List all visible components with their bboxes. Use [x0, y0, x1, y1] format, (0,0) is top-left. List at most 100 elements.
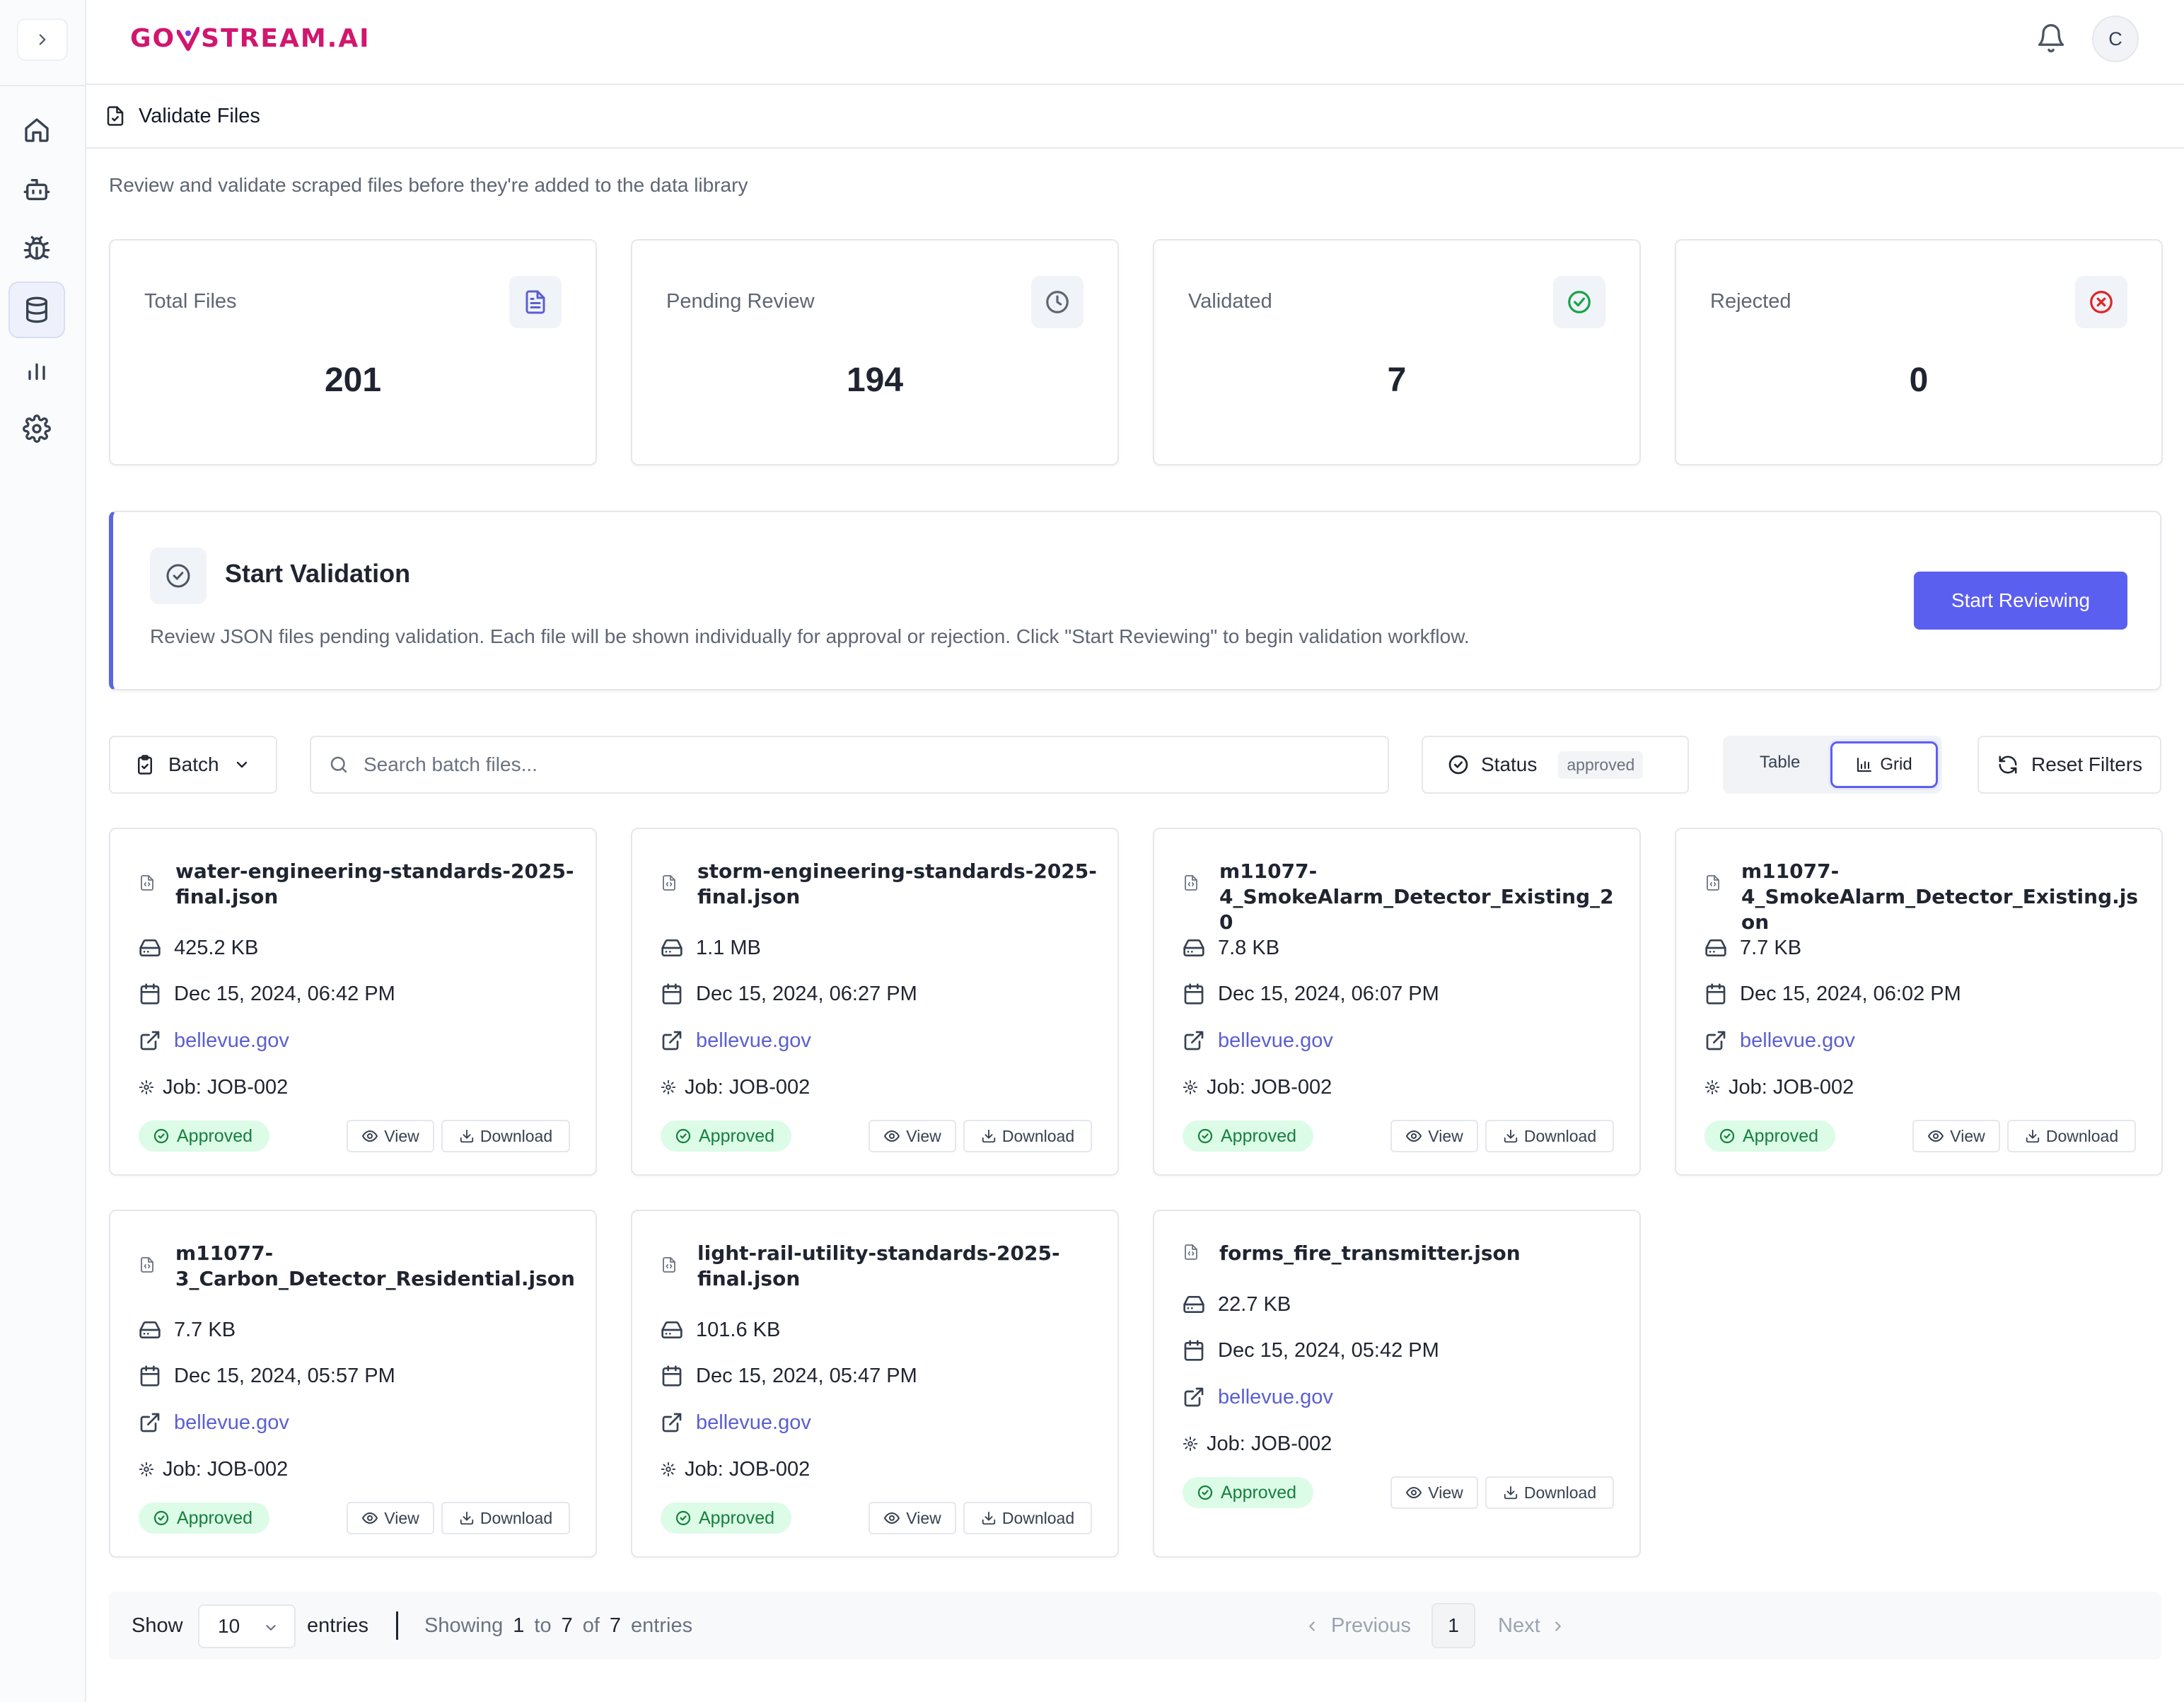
user-avatar[interactable]: C — [2092, 16, 2139, 62]
file-job: Job: JOB-002 — [685, 1075, 811, 1099]
start-reviewing-button[interactable]: Start Reviewing — [1914, 572, 2127, 630]
grid-view-label: Grid — [1880, 755, 1912, 774]
download-button[interactable]: Download — [441, 1120, 570, 1152]
status-badge-label: Approved — [1221, 1125, 1297, 1146]
hard-drive-icon — [1183, 937, 1207, 959]
file-job: Job: JOB-002 — [1207, 1432, 1332, 1455]
download-button[interactable]: Download — [2007, 1120, 2136, 1152]
download-button[interactable]: Download — [963, 1120, 1092, 1152]
file-source-link[interactable]: bellevue.gov — [1740, 1029, 1855, 1052]
file-date-row: Dec 15, 2024, 06:27 PM — [661, 980, 917, 1008]
view-button[interactable]: View — [1390, 1120, 1478, 1152]
file-size-row: 7.8 KB — [1183, 934, 1279, 962]
hard-drive-icon — [1704, 937, 1729, 959]
file-source-link[interactable]: bellevue.gov — [174, 1029, 289, 1052]
start-validation-panel: Start Validation Review JSON files pendi… — [109, 511, 2161, 690]
sidebar-expand-button[interactable] — [17, 18, 68, 61]
page-intro: Review and validate scraped files before… — [109, 174, 748, 196]
previous-page-button[interactable]: Previous — [1304, 1614, 1411, 1638]
view-button[interactable]: View — [1390, 1476, 1478, 1509]
cog-icon — [661, 1461, 678, 1477]
sidebar-item-bots[interactable] — [8, 161, 65, 218]
view-button[interactable]: View — [347, 1120, 434, 1152]
file-card: m11077-4_SmokeAlarm_Detector_Existing_20… — [1153, 828, 1641, 1176]
sidebar-item-analytics[interactable] — [8, 341, 65, 398]
file-json-icon — [139, 873, 156, 893]
file-json-icon — [661, 1255, 678, 1275]
next-page-button[interactable]: Next — [1498, 1614, 1566, 1638]
download-button[interactable]: Download — [963, 1502, 1092, 1534]
file-json-icon — [661, 873, 678, 893]
file-job-row: Job: JOB-002 — [1183, 1073, 1332, 1101]
check-circle-icon — [153, 1510, 170, 1527]
file-name[interactable]: light-rail-utility-standards-2025-final.… — [697, 1241, 1060, 1290]
page-size-show-label: Show — [132, 1614, 183, 1637]
view-button[interactable]: View — [347, 1502, 434, 1534]
download-icon — [981, 1510, 997, 1526]
stat-card-total-files: Total Files 201 — [109, 239, 597, 465]
pagination-bar: Show 10 entries Showing 1 to 7 of 7 entries Pr… — [109, 1592, 2161, 1660]
file-name[interactable]: storm-engineering-standards-2025-final.j… — [697, 859, 1097, 908]
previous-page-label: Previous — [1331, 1614, 1411, 1637]
check-circle-icon — [1719, 1128, 1736, 1145]
view-button[interactable]: View — [869, 1502, 956, 1534]
file-source-link[interactable]: bellevue.gov — [1218, 1385, 1333, 1408]
sidebar-item-debug[interactable] — [8, 221, 65, 277]
status-filter-value: approved — [1558, 751, 1644, 779]
download-button[interactable]: Download — [1485, 1120, 1614, 1152]
cog-icon — [1183, 1079, 1200, 1095]
file-name[interactable]: forms_fire_transmitter.json — [1219, 1241, 1521, 1265]
check-circle-icon — [153, 1128, 170, 1145]
file-card: water-engineering-standards-2025-final.j… — [109, 828, 597, 1176]
status-badge-label: Approved — [1743, 1125, 1819, 1146]
check-circle-icon — [1448, 755, 1468, 775]
file-source-link[interactable]: bellevue.gov — [696, 1411, 811, 1434]
view-button[interactable]: View — [1912, 1120, 2000, 1152]
home-icon — [25, 118, 49, 142]
stat-icon-box — [509, 276, 562, 328]
check-circle-icon — [675, 1128, 692, 1145]
stat-value: 194 — [846, 361, 904, 399]
table-view-button[interactable]: Table — [1760, 753, 1801, 772]
download-button-label: Download — [1523, 1483, 1597, 1502]
eye-icon — [883, 1510, 900, 1527]
file-source-link[interactable]: bellevue.gov — [1218, 1029, 1333, 1052]
file-name[interactable]: water-engineering-standards-2025-final.j… — [175, 859, 574, 908]
sidebar-item-home[interactable] — [8, 102, 65, 158]
status-badge-label: Approved — [699, 1125, 775, 1146]
status-badge: Approved — [1183, 1121, 1314, 1152]
page-size-select[interactable]: 10 — [198, 1604, 296, 1648]
file-source-row: bellevue.gov — [661, 1026, 811, 1055]
status-filter[interactable]: Status approved — [1422, 736, 1689, 794]
pagination-info: Showing 1 to 7 of 7 entries — [424, 1614, 692, 1638]
file-name[interactable]: m11077-4_SmokeAlarm_Detector_Existing.js… — [1741, 859, 2139, 934]
settings-icon — [23, 415, 51, 443]
file-job-row: Job: JOB-002 — [661, 1455, 810, 1483]
download-button[interactable]: Download — [441, 1502, 570, 1534]
file-name-block: m11077-4_SmokeAlarm_Detector_Existing_20 — [1183, 859, 1621, 934]
file-name[interactable]: m11077-3_Carbon_Detector_Residential.jso… — [175, 1241, 575, 1290]
file-name[interactable]: m11077-4_SmokeAlarm_Detector_Existing_20 — [1219, 859, 1614, 934]
notifications-button[interactable] — [2035, 23, 2067, 54]
file-source-row: bellevue.gov — [1183, 1383, 1333, 1411]
reset-filters-button[interactable]: Reset Filters — [1977, 736, 2161, 794]
calendar-icon — [1183, 983, 1207, 1005]
check-circle-icon — [675, 1510, 692, 1527]
sidebar-item-data-library[interactable] — [8, 282, 65, 338]
external-link-icon — [661, 1029, 685, 1052]
search-input[interactable]: Search batch files... — [310, 736, 1389, 794]
page-number-button[interactable]: 1 — [1431, 1603, 1475, 1648]
grid-view-button[interactable]: Grid — [1830, 741, 1938, 788]
pagination-separator — [396, 1611, 398, 1640]
file-source-link[interactable]: bellevue.gov — [174, 1411, 289, 1434]
download-button-label: Download — [1001, 1126, 1075, 1145]
batch-dropdown[interactable]: Batch — [109, 736, 277, 794]
govstream-logo[interactable]: GO STREAM.AI — [130, 21, 371, 57]
view-button-label: View — [1950, 1126, 1985, 1145]
download-button[interactable]: Download — [1485, 1476, 1614, 1509]
sidebar-item-settings[interactable] — [8, 400, 65, 457]
view-button[interactable]: View — [869, 1120, 956, 1152]
calendar-icon — [139, 983, 163, 1005]
file-source-link[interactable]: bellevue.gov — [696, 1029, 811, 1052]
clock-icon — [1046, 291, 1069, 313]
